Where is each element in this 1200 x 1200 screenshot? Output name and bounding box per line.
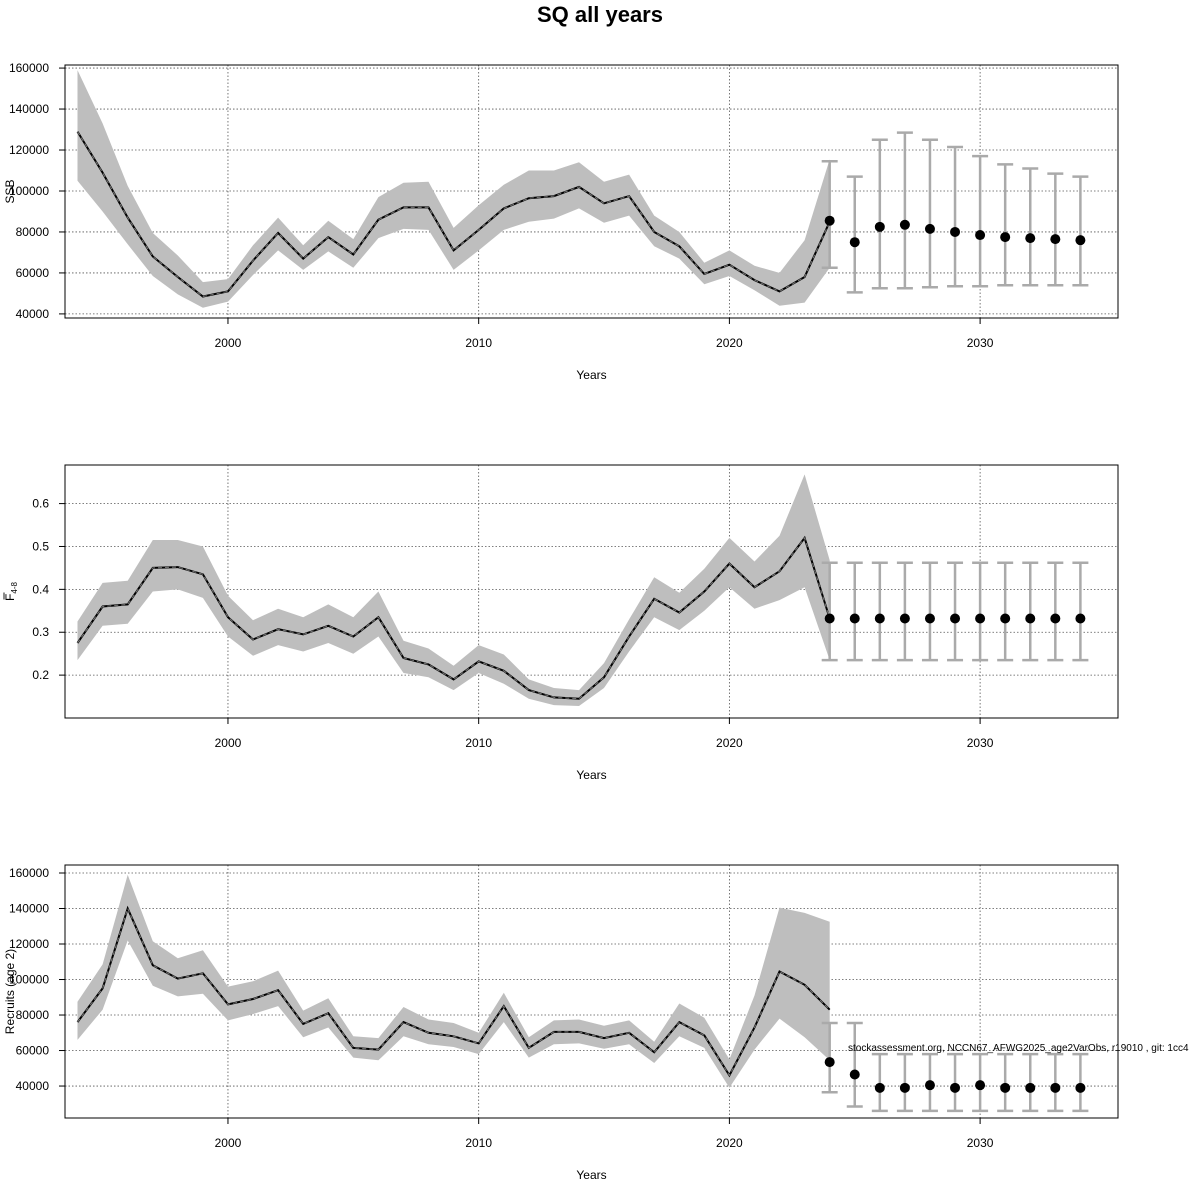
x-tick-label: 2030 [967, 336, 994, 350]
panel-fbar: 2000 2010 2020 2030 0.2 0.3 0.4 0.5 0.6 Years F4-8 [3, 464, 1119, 782]
forecast-point [1050, 234, 1061, 245]
forecast-point [899, 219, 910, 230]
y-axis-title: SSB [3, 179, 17, 203]
forecast-point [899, 613, 910, 624]
x-tick-label: 2000 [215, 1136, 242, 1150]
y-tick-label: 0.2 [32, 668, 49, 682]
forecast-point [1025, 233, 1036, 244]
forecast-point [924, 613, 935, 624]
y-axis-title-subscript: 4-8 [10, 581, 19, 593]
panel-ssb: 2000 2010 2020 2030 40000 60000 80000 100000 120… [3, 61, 1119, 382]
y-tick-label: 0.5 [32, 539, 49, 553]
forecast-point [975, 1080, 986, 1091]
page-title: SQ all years [537, 2, 663, 27]
forecast-point [924, 1080, 935, 1091]
estimate-line-dash [77, 907, 831, 1077]
forecast-point [1025, 613, 1036, 624]
forecast-point [950, 613, 961, 624]
estimate-line-dash [77, 536, 831, 700]
estimate-line-dash [77, 131, 831, 298]
forecast-point [1075, 235, 1086, 246]
x-tick-label: 2010 [465, 1136, 492, 1150]
confidence-band [77, 474, 830, 706]
x-tick-label: 2000 [215, 336, 242, 350]
panel-recruits: 2000 2010 2020 2030 40000 60000 80000 100000 120… [3, 864, 1119, 1182]
forecast-point [824, 613, 835, 624]
forecast-point [824, 1057, 835, 1068]
forecast-point [1075, 613, 1086, 624]
forecast-point [950, 1082, 961, 1093]
forecast-point [1000, 1082, 1011, 1093]
x-tick-label: 2020 [716, 736, 743, 750]
y-tick-label: 60000 [16, 266, 50, 280]
forecast-point [1075, 1082, 1086, 1093]
forecast-point [874, 1082, 885, 1093]
y-tick-label: 160000 [9, 61, 49, 75]
y-tick-label: 140000 [9, 901, 49, 915]
y-tick-label: 80000 [16, 1008, 50, 1022]
x-tick-label: 2010 [465, 336, 492, 350]
y-tick-label: 140000 [9, 102, 49, 116]
plot-frame [64, 864, 1119, 1119]
x-tick-label: 2030 [967, 1136, 994, 1150]
forecast-point [1025, 1082, 1036, 1093]
y-tick-label: 60000 [16, 1044, 50, 1058]
footnote-text: stockassessment.org, NCCN67_AFWG2025_age… [848, 1043, 1189, 1054]
y-tick-label: 40000 [16, 1079, 50, 1093]
x-tick-label: 2000 [215, 736, 242, 750]
y-tick-label: 0.3 [32, 625, 49, 639]
forecast-point [849, 1069, 860, 1080]
x-tick-label: 2010 [465, 736, 492, 750]
y-tick-label: 100000 [9, 973, 49, 987]
x-tick-label: 2020 [716, 1136, 743, 1150]
plot-frame [64, 464, 1119, 719]
forecast-point [899, 1082, 910, 1093]
y-tick-label: 0.6 [32, 497, 49, 511]
forecast-point [1000, 232, 1011, 243]
y-tick-label: 160000 [9, 866, 49, 880]
forecast-point [950, 226, 961, 237]
forecast-point [874, 221, 885, 232]
y-tick-label: 100000 [9, 184, 49, 198]
plot-frame [64, 64, 1119, 319]
confidence-band [77, 70, 830, 308]
forecast-point [874, 613, 885, 624]
x-axis-title: Years [576, 1168, 606, 1182]
forecast-point [924, 223, 935, 234]
y-tick-label: 120000 [9, 143, 49, 157]
y-axis-title: F4-8 [3, 581, 19, 600]
y-tick-label: 120000 [9, 937, 49, 951]
confidence-band [77, 874, 830, 1088]
y-axis-title: Recruits (age 2) [3, 949, 17, 1034]
x-tick-label: 2030 [967, 736, 994, 750]
forecast-point [975, 230, 986, 241]
forecast-point [824, 215, 835, 226]
forecast-point [1000, 613, 1011, 624]
forecast-point [849, 613, 860, 624]
y-tick-label: 40000 [16, 307, 50, 321]
forecast-point [1050, 1082, 1061, 1093]
x-axis-title: Years [576, 368, 606, 382]
forecast-point [1050, 613, 1061, 624]
x-axis-title: Years [576, 768, 606, 782]
forecast-point [975, 613, 986, 624]
forecast-point [849, 237, 860, 248]
x-tick-label: 2020 [716, 336, 743, 350]
y-tick-label: 0.4 [32, 582, 49, 596]
y-tick-label: 80000 [16, 225, 50, 239]
